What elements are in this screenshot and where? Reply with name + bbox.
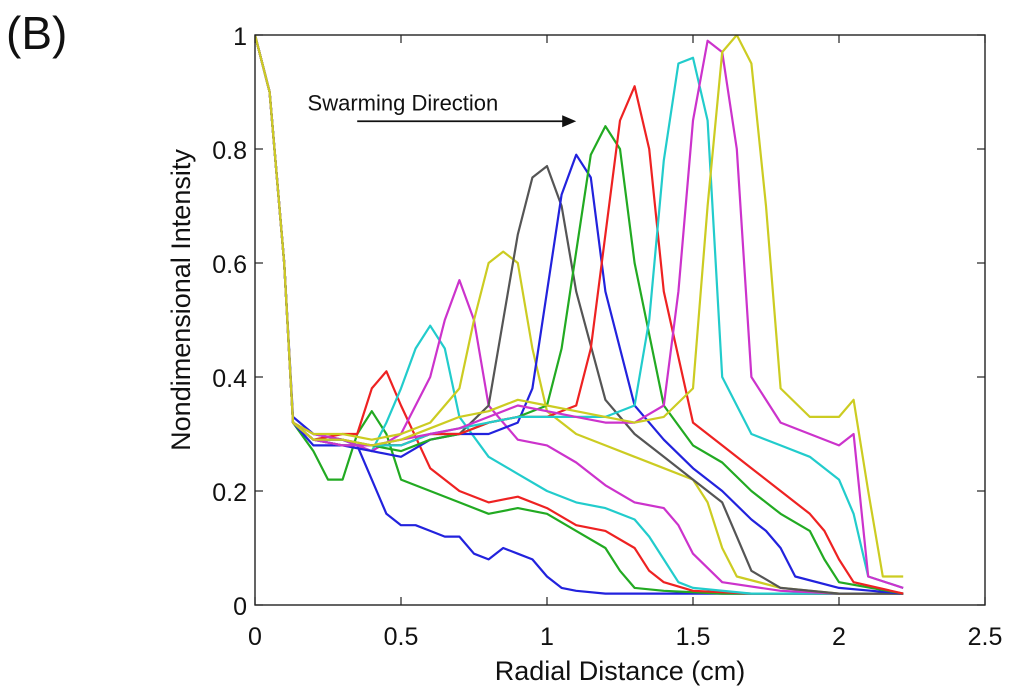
x-tick-label: 0.5 <box>384 623 419 651</box>
y-tick-label: 1 <box>233 23 247 51</box>
y-axis-label: Nondimensional Intensity <box>166 149 196 451</box>
x-tick-label: 1 <box>540 623 554 651</box>
plot-frame <box>254 34 986 606</box>
series-line-11 <box>255 35 904 589</box>
series-line-2 <box>255 35 904 595</box>
series-line-13 <box>255 35 904 578</box>
x-tick-label: 0 <box>248 623 262 651</box>
series-line-6 <box>255 35 904 595</box>
x-tick-label: 2 <box>832 623 846 651</box>
x-tick-label: 1.5 <box>676 623 711 651</box>
series-line-8 <box>255 35 904 595</box>
annotation-arrowhead <box>562 115 577 128</box>
y-tick-label: 0.6 <box>212 251 247 279</box>
series-line-10 <box>255 35 904 595</box>
x-tick-label: 2.5 <box>968 623 1003 651</box>
y-tick-label: 0 <box>233 593 247 621</box>
y-tick-label: 0.4 <box>212 365 247 393</box>
x-axis-label: Radial Distance (cm) <box>495 656 746 686</box>
annotation-text: Swarming Direction <box>308 90 499 115</box>
y-tick-label: 0.2 <box>212 479 247 507</box>
panel-label: (B) <box>6 7 68 59</box>
y-tick-label: 0.8 <box>212 137 247 165</box>
series-line-12 <box>255 35 904 589</box>
